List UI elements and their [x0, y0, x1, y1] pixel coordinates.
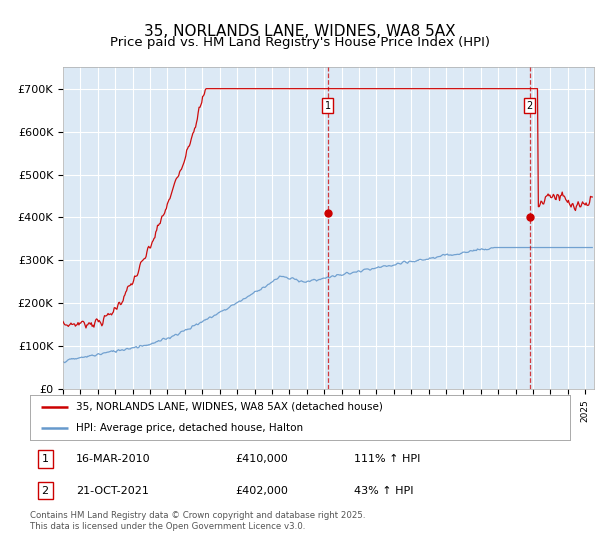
Text: 21-OCT-2021: 21-OCT-2021: [76, 486, 149, 496]
Text: 2: 2: [41, 486, 49, 496]
Text: 111% ↑ HPI: 111% ↑ HPI: [354, 454, 421, 464]
Text: 2: 2: [526, 101, 533, 111]
Text: Contains HM Land Registry data © Crown copyright and database right 2025.
This d: Contains HM Land Registry data © Crown c…: [30, 511, 365, 531]
Text: £402,000: £402,000: [235, 486, 288, 496]
Text: £410,000: £410,000: [235, 454, 288, 464]
Text: Price paid vs. HM Land Registry's House Price Index (HPI): Price paid vs. HM Land Registry's House …: [110, 36, 490, 49]
Text: 35, NORLANDS LANE, WIDNES, WA8 5AX: 35, NORLANDS LANE, WIDNES, WA8 5AX: [144, 24, 456, 39]
Text: 43% ↑ HPI: 43% ↑ HPI: [354, 486, 413, 496]
Text: 1: 1: [41, 454, 49, 464]
Text: 1: 1: [325, 101, 331, 111]
Text: 16-MAR-2010: 16-MAR-2010: [76, 454, 151, 464]
Text: 35, NORLANDS LANE, WIDNES, WA8 5AX (detached house): 35, NORLANDS LANE, WIDNES, WA8 5AX (deta…: [76, 402, 383, 412]
Text: HPI: Average price, detached house, Halton: HPI: Average price, detached house, Halt…: [76, 422, 303, 432]
